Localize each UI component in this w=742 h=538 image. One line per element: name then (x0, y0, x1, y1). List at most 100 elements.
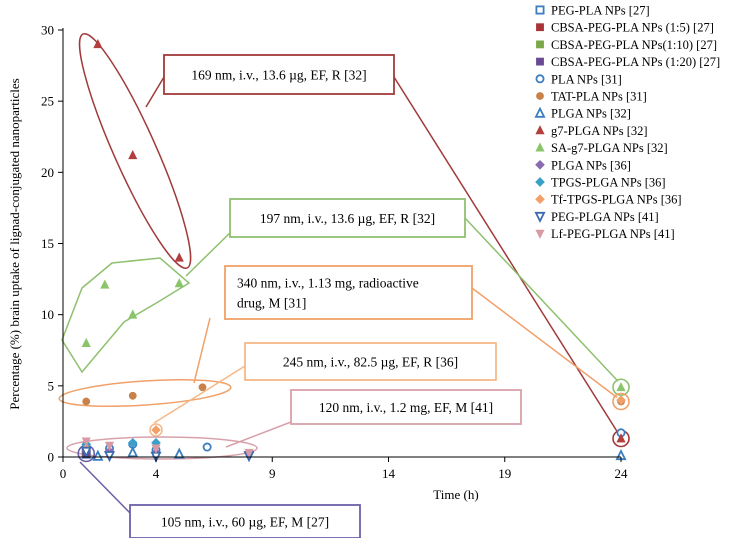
annotation-label: 340 nm, i.v., 1.13 mg, radioactive (237, 276, 419, 291)
y-tick-label: 5 (48, 378, 55, 393)
legend-marker (536, 92, 544, 100)
annotation-label: 245 nm, i.v., 82.5 µg, EF, R [36] (283, 355, 458, 370)
data-point (128, 391, 137, 400)
annotation-connector (393, 76, 620, 435)
legend-marker (535, 177, 545, 187)
legend-label: g7-PLGA NPs [32] (551, 124, 648, 138)
annotation-box (244, 342, 497, 381)
legend-label: TAT-PLA NPs [31] (551, 90, 647, 104)
data-point (244, 448, 254, 459)
legend-label: CBSA-PEG-PLA NPs (1:5) [27] (551, 21, 714, 35)
data-point (151, 444, 161, 454)
legend-label: CBSA-PEG-PLA NPs(1:10) [27] (551, 38, 717, 52)
data-point (127, 446, 139, 458)
data-point (81, 437, 91, 447)
legend-label: PEG-PLA NPs [27] (551, 4, 650, 18)
annotation-connector (193, 317, 211, 384)
legend-marker (534, 211, 546, 224)
data-point (100, 279, 110, 289)
y-tick-label: 15 (41, 236, 54, 251)
legend: PEG-PLA NPs [27] CBSA-PEG-PLA NPs (1:5) [… (534, 4, 720, 241)
annotation-label: drug, M [31] (237, 296, 306, 311)
legend-label: PLGA NPs [36] (551, 158, 631, 172)
legend-label: TPGS-PLGA NPs [36] (551, 176, 666, 190)
annotation-box (129, 504, 361, 538)
data-point (616, 381, 626, 392)
y-tick-label: 20 (41, 165, 54, 180)
data-point (93, 38, 103, 49)
axes: 0 5 10 15 20 25 30 0 4 9 14 19 24 Time (h) Percentage … (7, 23, 628, 503)
data-point (202, 442, 212, 452)
legend-marker (535, 142, 545, 152)
data-points (80, 38, 627, 463)
data-point (92, 449, 104, 461)
legend-marker (535, 159, 545, 170)
data-point (104, 441, 115, 451)
x-tick-label: 9 (269, 466, 276, 481)
annotation-box (163, 54, 395, 95)
annotation-connector (145, 76, 165, 108)
annotation-label: 120 nm, i.v., 1.2 mg, EF, M [41] (319, 400, 493, 415)
data-point (174, 278, 184, 288)
annotation-connector (153, 365, 246, 424)
legend-marker (536, 23, 544, 32)
annotation-connector (225, 421, 292, 448)
annotation-label: 169 nm, i.v., 13.6 µg, EF, R [32] (191, 68, 366, 83)
legend-marker (536, 40, 544, 49)
legend-label: Tf-TPGS-PLGA NPs [36] (551, 193, 682, 207)
data-point (128, 309, 138, 319)
data-point (616, 395, 626, 405)
annotation-ellipse (66, 436, 258, 460)
legend-marker (536, 57, 544, 66)
y-tick-label: 25 (41, 94, 54, 109)
legend-label: Lf-PEG-PLGA NPs [41] (551, 227, 675, 241)
data-point (173, 447, 185, 459)
annotation-box (290, 389, 522, 425)
data-point (174, 252, 184, 262)
data-point (616, 433, 626, 443)
annotation-shapes (58, 32, 630, 514)
legend-marker (535, 125, 545, 135)
data-point (198, 383, 207, 392)
data-point (82, 397, 91, 406)
x-tick-label: 4 (153, 466, 160, 481)
data-point (127, 437, 138, 448)
y-tick-label: 0 (48, 450, 55, 465)
annotation-connector (185, 225, 238, 277)
x-tick-label: 0 (60, 466, 67, 481)
annotation-box (224, 265, 473, 320)
annotation-label: 105 nm, i.v., 60 µg, EF, M [27] (161, 515, 329, 530)
annotation-circle (149, 423, 163, 437)
annotation-box (229, 198, 466, 238)
annotation-ellipse (58, 378, 232, 408)
y-tick-label: 10 (41, 307, 54, 322)
data-point (128, 149, 138, 160)
data-point (103, 451, 116, 463)
legend-marker (535, 5, 545, 15)
annotation-ellipse (78, 32, 192, 269)
legend-label: CBSA-PEG-PLA NPs (1:20) [27] (551, 55, 720, 69)
data-point (151, 425, 161, 435)
legend-label: PEG-PLGA NPs [41] (551, 210, 659, 224)
legend-marker (535, 194, 545, 205)
x-tick-label: 24 (615, 466, 629, 481)
legend-marker (535, 74, 545, 84)
annotation-circle (612, 392, 630, 411)
annotation-label: 197 nm, i.v., 13.6 µg, EF, R [32] (260, 211, 435, 226)
x-axis-title: Time (h) (433, 487, 478, 502)
legend-label: SA-g7-PLGA NPs [32] (551, 141, 668, 155)
y-axis-title: Percentage (%) brain uptake of lignad-co… (7, 78, 22, 409)
data-point (80, 446, 92, 458)
x-tick-label: 19 (498, 466, 511, 481)
annotation-connector (464, 217, 619, 382)
legend-label: PLGA NPs [32] (551, 107, 631, 121)
y-tick-label: 30 (41, 23, 54, 38)
legend-marker (535, 229, 545, 239)
annotation-boxes: 169 nm, i.v., 13.6 µg, EF, R [32] 197 nm,… (129, 54, 522, 538)
annotation-connector (471, 287, 618, 399)
annotation-connector (79, 461, 131, 514)
legend-marker (534, 106, 546, 118)
x-tick-label: 14 (382, 466, 396, 481)
data-point (81, 337, 91, 348)
